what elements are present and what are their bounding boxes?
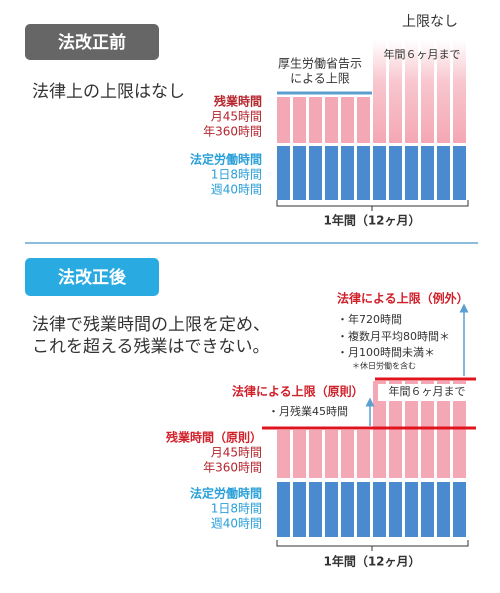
- summary: 法律で残業時間の上限を定め、: [32, 315, 270, 335]
- label: 週40時間: [211, 517, 262, 531]
- badge-text: 法改正前: [58, 32, 126, 53]
- statutory-bar: [373, 482, 386, 537]
- summary: 法律上の上限はなし: [32, 82, 185, 102]
- statutory-bar: [421, 146, 434, 200]
- label: 年360時間: [203, 125, 262, 139]
- label: ・月100時間未満＊: [337, 346, 435, 359]
- statutory-bar: [405, 482, 418, 537]
- statutory-bar: [325, 146, 338, 200]
- overtime-bar: [373, 40, 386, 143]
- statutory-bar: [341, 482, 354, 537]
- label: 残業時間: [214, 94, 262, 109]
- statutory-bar: [453, 482, 466, 537]
- statutory-bar: [437, 482, 450, 537]
- summary: これを超える残業はできない。: [32, 337, 270, 357]
- label: 法定労働時間: [190, 486, 262, 501]
- overtime-bar: [293, 97, 306, 143]
- statutory-bar: [389, 146, 402, 200]
- statutory-bar: [453, 146, 466, 200]
- badge-text: 法改正後: [58, 267, 127, 288]
- label: 月45時間: [211, 446, 262, 460]
- period: 1年間（12ヶ月）: [323, 554, 420, 569]
- statutory-bar: [421, 482, 434, 537]
- label: 上限なし: [402, 14, 458, 30]
- label: 年間６ヶ月まで: [389, 384, 466, 398]
- overtime-bar: [405, 40, 418, 143]
- statutory-bar: [357, 146, 370, 200]
- statutory-bar: [405, 146, 418, 200]
- overtime-bar: [309, 97, 322, 143]
- label: 月45時間: [211, 110, 262, 124]
- statutory-bar: [309, 146, 322, 200]
- overtime-bar: [293, 430, 306, 478]
- label: 残業時間（原則）: [166, 430, 262, 445]
- overtime-bar: [309, 430, 322, 478]
- overtime-bar: [325, 97, 338, 143]
- statutory-bar: [277, 482, 290, 537]
- overtime-bar: [325, 430, 338, 478]
- statutory-bar: [293, 482, 306, 537]
- overtime-bar: [277, 97, 290, 143]
- statutory-bar: [357, 482, 370, 537]
- statutory-bar: [309, 482, 322, 537]
- statutory-bar: [277, 146, 290, 200]
- label: ・複数月平均80時間＊: [337, 329, 450, 343]
- label: 法定労働時間: [190, 152, 262, 167]
- bars: [262, 40, 476, 537]
- overtime-bar: [453, 40, 466, 143]
- label: 法律による上限（例外）: [337, 291, 469, 306]
- statutory-bar: [325, 482, 338, 537]
- label-bg: [378, 384, 474, 401]
- overtime-bar: [341, 430, 354, 478]
- label: 厚生労働省告示: [278, 57, 362, 71]
- label: 1日8時間: [211, 502, 262, 516]
- overtime-bar: [357, 430, 370, 478]
- overtime-bar: [357, 97, 370, 143]
- label: 1日8時間: [211, 168, 262, 182]
- badge: [25, 24, 159, 60]
- note: ＊休日労働を含む: [352, 361, 416, 371]
- overtime-bar: [341, 97, 354, 143]
- statutory-bar: [373, 146, 386, 200]
- badge: [25, 258, 159, 296]
- label: ・年720時間: [337, 312, 402, 326]
- overtime-bar: [437, 40, 450, 143]
- label: による上限: [290, 72, 350, 86]
- overtime-bar: [277, 430, 290, 478]
- statutory-bar: [389, 482, 402, 537]
- label: 年間６ヶ月まで: [384, 47, 461, 61]
- statutory-bar: [341, 146, 354, 200]
- overtime-bar: [421, 40, 434, 143]
- label: 週40時間: [211, 183, 262, 197]
- overtime-bar: [389, 40, 402, 143]
- bracket: [276, 200, 469, 211]
- label: 年360時間: [203, 461, 262, 475]
- label: ・月残業45時間: [268, 404, 348, 418]
- statutory-bar: [437, 146, 450, 200]
- period: 1年間（12ヶ月）: [323, 213, 420, 228]
- bracket: [276, 540, 469, 551]
- statutory-bar: [293, 146, 306, 200]
- label: 法律による上限（原則）: [232, 384, 364, 399]
